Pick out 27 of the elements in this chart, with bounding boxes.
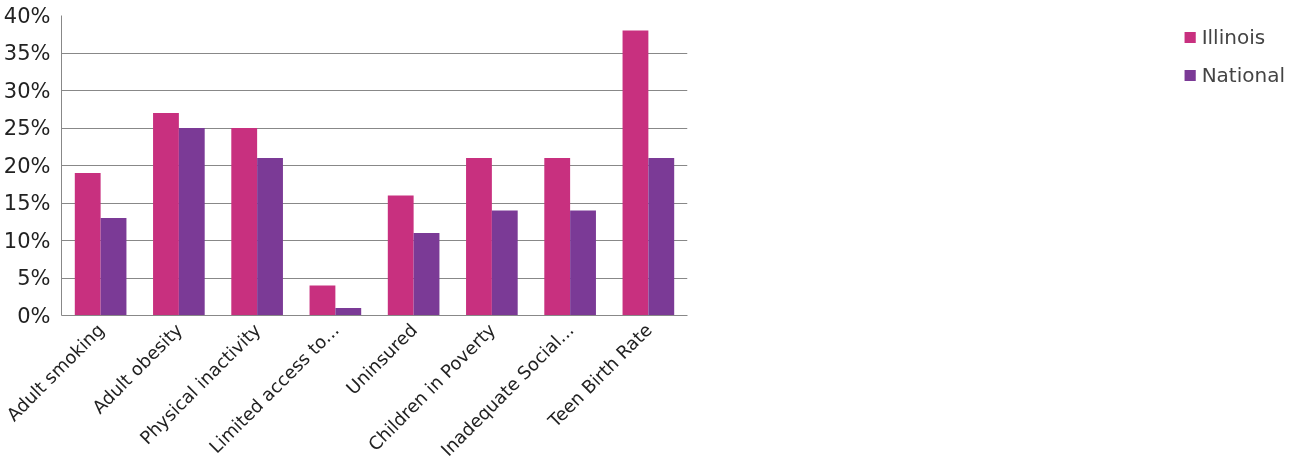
legend-label: Illinois: [1201, 25, 1266, 49]
y-tick-label: 40%: [3, 3, 51, 28]
bar: [570, 210, 596, 316]
bar: [335, 308, 362, 316]
bar: [178, 128, 205, 316]
legend-label: National: [1201, 63, 1285, 87]
y-tick-label: 10%: [3, 228, 51, 253]
bar: [153, 113, 179, 316]
bar: [466, 158, 492, 316]
bar: [491, 210, 518, 316]
bar: [100, 218, 127, 316]
bar: [413, 233, 440, 316]
bar: [309, 285, 336, 316]
y-tick-label: 5%: [17, 266, 51, 290]
y-tick-label: 35%: [3, 41, 51, 65]
bar: [257, 158, 283, 316]
bar: [231, 128, 258, 316]
bar: [622, 30, 649, 316]
bar: [544, 158, 571, 316]
y-tick-label: 20%: [3, 153, 51, 178]
bar: [387, 195, 414, 316]
y-tick-label: 30%: [3, 78, 51, 103]
bar: [74, 173, 101, 316]
y-tick-label: 25%: [3, 116, 51, 140]
bar: [648, 158, 675, 316]
y-tick-label: 15%: [3, 191, 51, 215]
y-tick-label: 0%: [17, 303, 51, 328]
